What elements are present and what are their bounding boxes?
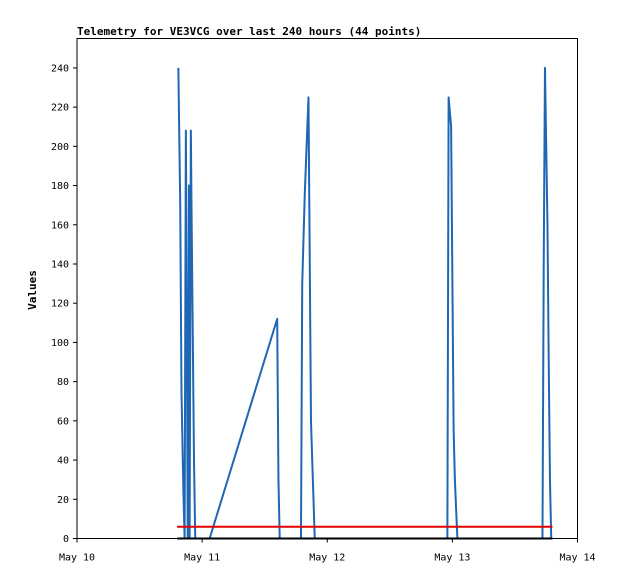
y-tick-label: 180 <box>51 181 69 192</box>
y-tick-label: 220 <box>51 103 69 114</box>
x-tick-label: May 14 <box>559 553 595 564</box>
x-tick-label: May 12 <box>309 553 345 564</box>
y-tick-label: 100 <box>51 338 69 349</box>
y-tick-label: 200 <box>51 142 69 153</box>
x-tick-label: May 10 <box>59 553 95 564</box>
y-axis: 0 20 40 60 80 100 120 140 160 180 200 220 240 <box>51 63 77 545</box>
y-axis-label: Values <box>26 270 39 310</box>
y-tick-label: 240 <box>51 63 69 74</box>
y-tick-label: 20 <box>57 495 69 506</box>
y-tick-label: 0 <box>63 534 69 545</box>
chart-title: Telemetry for VE3VCG over last 240 hours… <box>77 25 421 38</box>
series-layer <box>177 66 553 540</box>
x-tick-label: May 13 <box>434 553 470 564</box>
y-tick-label: 140 <box>51 259 69 270</box>
y-tick-label: 120 <box>51 299 69 310</box>
y-tick-label: 160 <box>51 220 69 231</box>
y-tick-label: 40 <box>57 456 69 467</box>
y-tick-label: 60 <box>57 416 69 427</box>
x-axis: May 10 May 11 May 12 May 13 May 14 <box>59 538 596 564</box>
y-tick-label: 80 <box>57 377 69 388</box>
x-tick-label: May 11 <box>184 553 220 564</box>
plot-frame <box>76 38 578 539</box>
telemetry-series-line <box>177 66 553 540</box>
